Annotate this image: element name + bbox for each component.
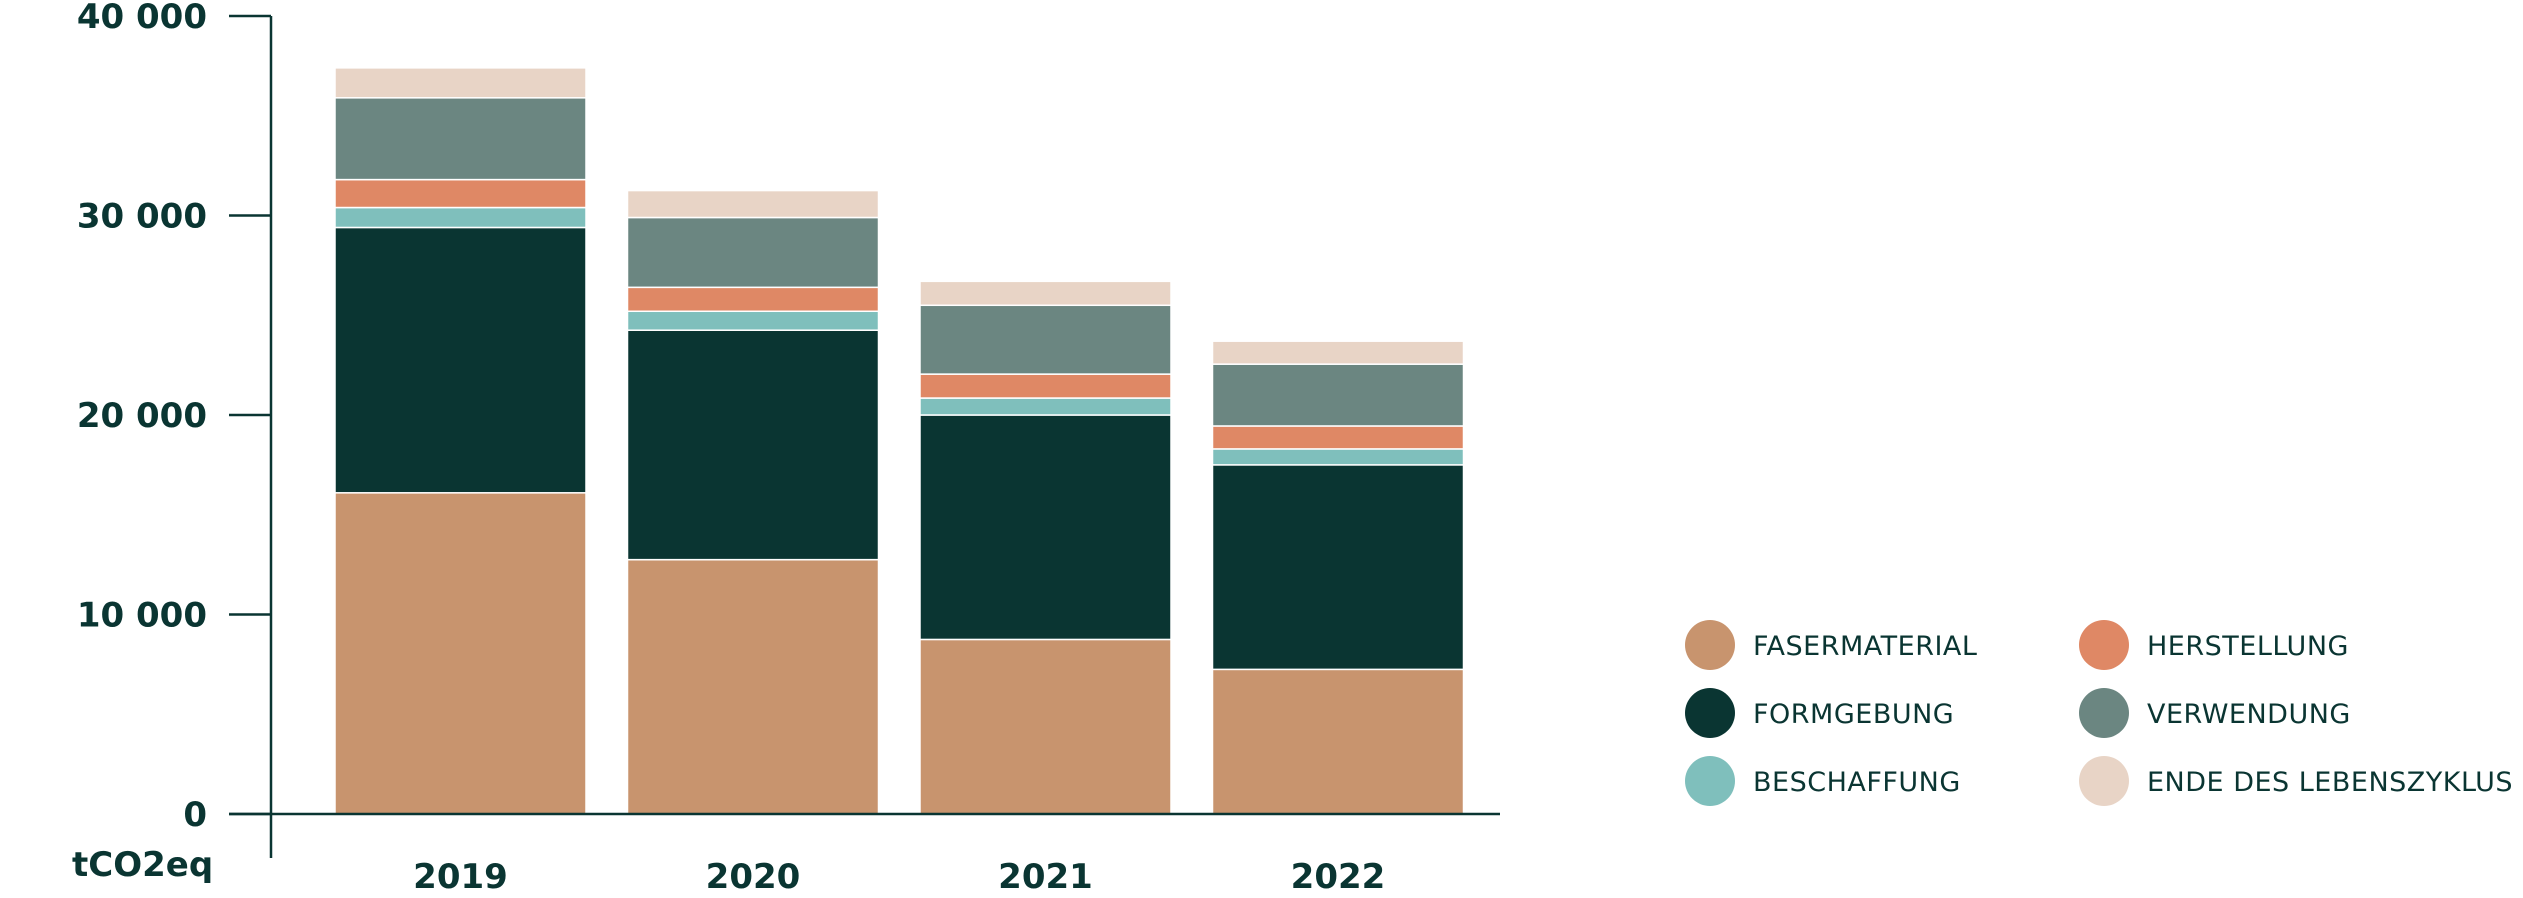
bar-segment bbox=[919, 414, 1172, 641]
bar-stack-2021 bbox=[919, 280, 1172, 815]
legend-label: ENDE DES LEBENSZYKLUS bbox=[2147, 767, 2513, 798]
y-tick-label: 10 000 bbox=[77, 596, 207, 636]
y-axis-unit-label: tCO2eq bbox=[72, 845, 213, 885]
bar-stack-2020 bbox=[626, 189, 880, 815]
bar-segment bbox=[1211, 425, 1465, 450]
x-tick-label: 2021 bbox=[998, 857, 1093, 897]
y-tick-label: 20 000 bbox=[77, 396, 207, 436]
bar-segment bbox=[626, 310, 880, 331]
legend-swatch bbox=[1685, 620, 1735, 670]
y-tick-label: 30 000 bbox=[77, 197, 207, 237]
legend-label: BESCHAFFUNG bbox=[1753, 767, 1961, 798]
bar-segment bbox=[1211, 448, 1465, 466]
bar-segment bbox=[919, 304, 1172, 375]
bar-segment bbox=[626, 286, 880, 313]
legend-swatch bbox=[2079, 688, 2129, 738]
x-axis: 2019 2020 2021 2022 bbox=[229, 812, 1500, 897]
bar-segment bbox=[1211, 464, 1465, 671]
bar-segment bbox=[334, 226, 587, 494]
bar-segment bbox=[334, 492, 587, 815]
legend-label: VERWENDUNG bbox=[2147, 699, 2351, 730]
legend-item: ENDE DES LEBENSZYKLUS bbox=[2079, 756, 2513, 806]
bar-segment bbox=[919, 373, 1172, 399]
legend-swatch bbox=[1685, 688, 1735, 738]
legend: FASERMATERIAL FORMGEBUNG BESCHAFFUNG HERSTE… bbox=[1685, 620, 2513, 806]
bar-segment bbox=[334, 206, 587, 229]
legend-label: FORMGEBUNG bbox=[1753, 699, 1954, 730]
bar-segment bbox=[919, 280, 1172, 307]
legend-label: FASERMATERIAL bbox=[1753, 631, 1977, 662]
bar-segment bbox=[1211, 363, 1465, 427]
legend-item: BESCHAFFUNG bbox=[1685, 756, 1961, 806]
bar-segment bbox=[626, 189, 880, 219]
bar-segment bbox=[1211, 668, 1465, 815]
bar-segment bbox=[334, 97, 587, 181]
bar-segment bbox=[626, 329, 880, 561]
legend-item: VERWENDUNG bbox=[2079, 688, 2351, 738]
bar-segment bbox=[334, 67, 587, 99]
y-tick-label: 0 bbox=[183, 795, 207, 835]
x-tick-label: 2022 bbox=[1291, 857, 1386, 897]
x-tick-label: 2020 bbox=[706, 857, 801, 897]
bar-segment bbox=[1211, 340, 1465, 365]
y-axis: 0 10 000 20 000 30 000 40 000 bbox=[77, 0, 273, 858]
bar-segment bbox=[919, 397, 1172, 416]
legend-swatch bbox=[2079, 756, 2129, 806]
bar-stack-2022 bbox=[1211, 340, 1465, 815]
legend-item: FASERMATERIAL bbox=[1685, 620, 1977, 670]
y-tick-label: 40 000 bbox=[77, 0, 207, 37]
legend-item: FORMGEBUNG bbox=[1685, 688, 1954, 738]
legend-item: HERSTELLUNG bbox=[2079, 620, 2349, 670]
bars bbox=[334, 67, 1465, 815]
legend-swatch bbox=[1685, 756, 1735, 806]
legend-label: HERSTELLUNG bbox=[2147, 631, 2349, 662]
bar-segment bbox=[626, 216, 880, 289]
x-tick-label: 2019 bbox=[413, 857, 508, 897]
legend-swatch bbox=[2079, 620, 2129, 670]
bar-segment bbox=[626, 558, 880, 815]
bar-stack-2019 bbox=[334, 67, 587, 815]
bar-segment bbox=[919, 638, 1172, 815]
bar-segment bbox=[334, 178, 587, 209]
